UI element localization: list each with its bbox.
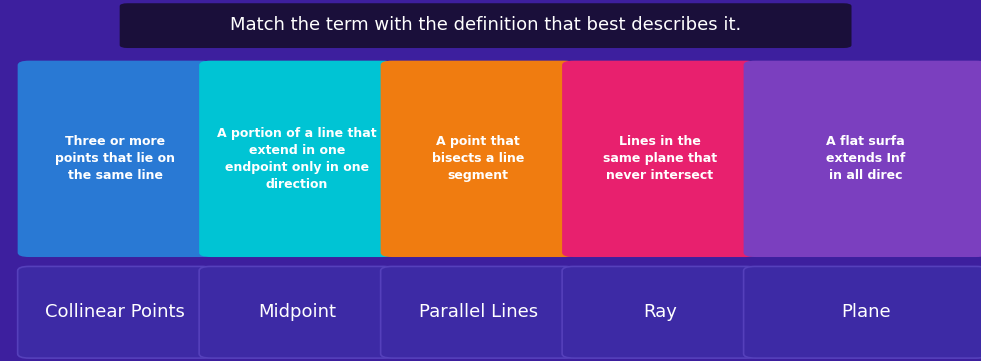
Text: Three or more
points that lie on
the same line: Three or more points that lie on the sam…	[55, 135, 176, 182]
FancyBboxPatch shape	[744, 266, 981, 358]
Text: Match the term with the definition that best describes it.: Match the term with the definition that …	[230, 16, 742, 34]
FancyBboxPatch shape	[562, 266, 757, 358]
Text: Plane: Plane	[841, 303, 891, 321]
FancyBboxPatch shape	[120, 3, 852, 48]
FancyBboxPatch shape	[18, 61, 213, 257]
Text: Lines in the
same plane that
never intersect: Lines in the same plane that never inter…	[602, 135, 717, 182]
FancyBboxPatch shape	[199, 61, 394, 257]
FancyBboxPatch shape	[562, 61, 757, 257]
Text: A flat surfa
extends Inf
in all direc: A flat surfa extends Inf in all direc	[826, 135, 905, 182]
FancyBboxPatch shape	[18, 266, 213, 358]
Text: Collinear Points: Collinear Points	[45, 303, 185, 321]
FancyBboxPatch shape	[381, 266, 576, 358]
Text: A point that
bisects a line
segment: A point that bisects a line segment	[432, 135, 525, 182]
FancyBboxPatch shape	[199, 266, 394, 358]
Text: Midpoint: Midpoint	[258, 303, 336, 321]
Text: A portion of a line that
extend in one
endpoint only in one
direction: A portion of a line that extend in one e…	[217, 127, 377, 191]
FancyBboxPatch shape	[381, 61, 576, 257]
Text: Parallel Lines: Parallel Lines	[419, 303, 538, 321]
FancyBboxPatch shape	[744, 61, 981, 257]
Text: Ray: Ray	[643, 303, 677, 321]
